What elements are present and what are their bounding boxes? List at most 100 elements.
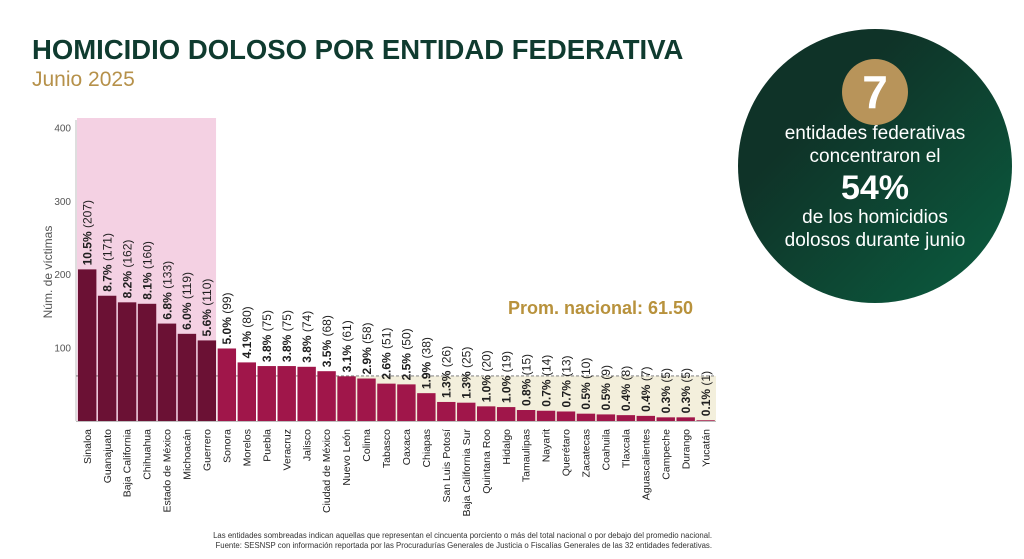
bar-count: (5) — [659, 368, 673, 386]
bar-percent: 1.0% — [499, 375, 513, 403]
bar — [257, 366, 276, 421]
bar — [97, 295, 117, 421]
bar-percent: 0.3% — [679, 386, 693, 414]
x-tick-label: Coahuila — [601, 429, 613, 471]
bar-percent: 8.1% — [140, 272, 154, 300]
x-tick-label: Ciudad de México — [321, 429, 333, 513]
bars-layer — [78, 269, 715, 421]
bar-count: (61) — [340, 320, 354, 345]
bar-value-label: 5.0% (99) — [220, 292, 234, 344]
bar — [656, 417, 675, 421]
x-tick-label: Aguascalientes — [640, 429, 652, 500]
bar-value-label: 3.1% (61) — [340, 320, 354, 372]
x-tick-label: Jalisco — [301, 429, 313, 461]
bar — [477, 406, 496, 421]
bar-count: (20) — [480, 350, 494, 375]
bar — [636, 415, 655, 421]
x-tick-label: Tlaxcala — [620, 429, 632, 468]
bar-percent: 0.5% — [599, 383, 613, 411]
x-tick-label: San Luis Potosí — [441, 429, 453, 503]
bar-count: (25) — [460, 347, 474, 372]
average-label: Prom. nacional: 61.50 — [508, 298, 693, 318]
bar-value-label: 8.7% (171) — [100, 233, 114, 292]
bar-percent: 6.0% — [180, 302, 194, 330]
bar-percent: 0.8% — [519, 378, 533, 406]
bar — [516, 410, 536, 421]
bar — [157, 323, 177, 421]
bar-count: (162) — [120, 240, 134, 271]
page-title: HOMICIDIO DOLOSO POR ENTIDAD FEDERATIVA — [32, 34, 684, 65]
bar — [317, 371, 336, 421]
y-axis-label: Núm. de víctimas — [41, 226, 55, 319]
bar-count: (7) — [639, 367, 653, 385]
bar-count: (58) — [360, 322, 374, 347]
x-tick-label: Oaxaca — [401, 429, 413, 465]
bar-count: (1) — [699, 371, 713, 389]
bar-value-label: 0.3% (5) — [679, 368, 693, 413]
x-tick-label: Veracruz — [281, 429, 293, 470]
bar-count: (74) — [300, 311, 314, 336]
bar-percent: 1.3% — [460, 371, 474, 399]
bar-percent: 1.3% — [440, 370, 454, 398]
bar-count: (19) — [499, 351, 513, 376]
y-tick-label: 400 — [54, 124, 71, 135]
bar-percent: 0.4% — [639, 384, 653, 412]
bar-value-label: 0.1% (1) — [699, 371, 713, 416]
bar — [576, 413, 596, 421]
source-note: Fuente: SESNSP con información reportada… — [215, 541, 712, 550]
bar-value-label: 1.0% (19) — [499, 351, 513, 403]
bar-percent: 3.1% — [340, 345, 354, 373]
x-tick-label: Baja California Sur — [461, 429, 473, 517]
bar-value-label: 6.0% (119) — [180, 272, 194, 330]
bar-value-label: 5.6% (110) — [200, 279, 214, 337]
bar — [357, 378, 376, 421]
bar-count: (110) — [200, 279, 214, 309]
x-tick-label: Nayarit — [541, 429, 553, 462]
bar-percent: 0.7% — [559, 380, 573, 408]
x-tick-label: Querétaro — [561, 429, 573, 476]
bar-value-label: 0.8% (15) — [519, 354, 533, 406]
bar-percent: 5.6% — [200, 309, 214, 337]
bar — [437, 401, 456, 421]
x-tick-label: Zacatecas — [581, 429, 593, 477]
bar — [297, 366, 316, 421]
bar — [556, 411, 576, 421]
bar-count: (75) — [260, 310, 274, 335]
bar — [337, 376, 356, 421]
bar — [397, 384, 416, 421]
bar — [217, 348, 237, 421]
bar-count: (207) — [81, 200, 95, 231]
bar-value-label: 3.5% (68) — [320, 315, 334, 367]
bar-percent: 8.2% — [120, 271, 134, 299]
bar-count: (26) — [440, 346, 454, 371]
x-tick-label: Chihuahua — [142, 429, 154, 480]
bar-value-label: 1.0% (20) — [480, 350, 494, 402]
bar-percent: 10.5% — [81, 231, 95, 265]
bar — [616, 415, 636, 421]
bar-value-label: 1.9% (38) — [420, 337, 434, 389]
bar — [457, 402, 476, 421]
y-tick-label: 300 — [54, 197, 71, 208]
callout-line-homicidios: de los homicidios — [802, 207, 948, 228]
bar-percent: 0.4% — [619, 383, 633, 411]
x-tick-label: Guerrero — [202, 429, 214, 471]
bar-count: (99) — [220, 292, 234, 317]
bar-value-label: 0.7% (14) — [539, 355, 553, 407]
bar-percent: 3.8% — [280, 334, 294, 362]
bar — [496, 407, 516, 421]
bar-percent: 3.8% — [260, 334, 274, 362]
callout-percent: 54% — [840, 169, 910, 207]
bar-count: (51) — [380, 328, 394, 353]
bar-count: (38) — [420, 337, 434, 362]
y-tick-label: 100 — [54, 343, 71, 354]
bar-value-label: 3.8% (74) — [300, 311, 314, 363]
bar-value-label: 3.8% (75) — [260, 310, 274, 362]
bar-count: (50) — [400, 328, 414, 353]
x-tick-label: Sinaloa — [82, 429, 94, 464]
bar-count: (5) — [679, 368, 693, 386]
bar-count: (14) — [539, 355, 553, 380]
x-tick-label: Chiapas — [421, 429, 433, 468]
x-tick-label: Quintana Roo — [481, 429, 493, 494]
entity-count: 7 — [862, 66, 888, 118]
x-tick-label: Colima — [361, 429, 373, 462]
